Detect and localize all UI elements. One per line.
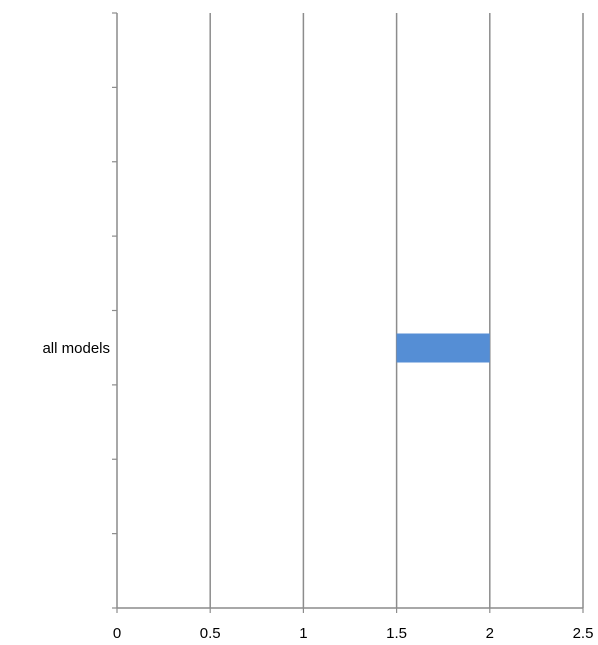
bars: [117, 333, 490, 363]
bar-range-segment: [396, 333, 490, 363]
vertical-gridlines: [209, 13, 584, 608]
x-tick-label-1: 1: [299, 625, 307, 642]
x-tick-label-0: 0: [113, 625, 121, 642]
category-label: all models: [42, 340, 110, 357]
x-tick-label-2.5: 2.5: [573, 625, 594, 642]
x-tick-label-1.5: 1.5: [386, 625, 407, 642]
labels: 0 0.5 1 1.5 2 2.5 all models: [42, 340, 593, 642]
x-tick-label-0.5: 0.5: [200, 625, 221, 642]
bar-offset-segment: [117, 334, 397, 363]
axes: [112, 12, 584, 613]
x-tick-label-2: 2: [486, 625, 494, 642]
